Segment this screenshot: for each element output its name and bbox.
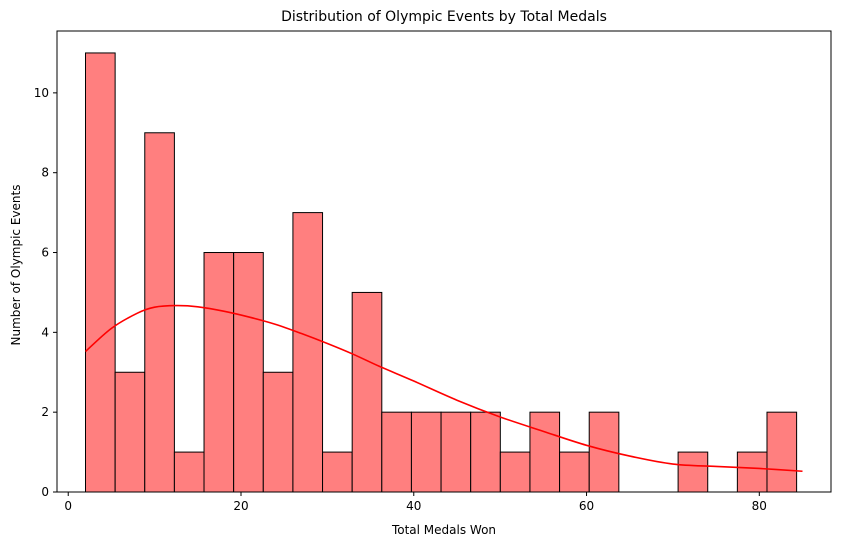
histogram-bar: [292, 212, 324, 493]
bars-layer: [85, 52, 798, 493]
histogram-bar: [766, 411, 798, 493]
histogram-bar: [85, 52, 116, 493]
y-tick-label: 4: [41, 325, 49, 339]
histogram-bar: [499, 451, 531, 493]
histogram-bar: [381, 411, 412, 493]
histogram-bar: [410, 411, 442, 493]
histogram-bar: [233, 252, 264, 493]
histogram-bar: [529, 411, 561, 493]
y-tick-label: 2: [41, 405, 49, 419]
y-tick-label: 6: [41, 246, 49, 260]
histogram-bar: [322, 451, 353, 493]
y-tick-label: 0: [41, 485, 49, 499]
histogram-bar: [559, 451, 590, 493]
y-tick-label: 8: [41, 166, 49, 180]
x-tick-label: 0: [64, 499, 72, 513]
histogram-bar: [144, 132, 175, 493]
histogram-bar: [470, 411, 501, 493]
plot-frame: [56, 30, 832, 493]
x-axis-label: Total Medals Won: [391, 523, 496, 537]
x-tick-label: 60: [579, 499, 594, 513]
histogram-bar: [440, 411, 472, 493]
kde-curve: [84, 304, 803, 473]
y-axis-label: Number of Olympic Events: [9, 185, 23, 346]
histogram-bar: [203, 252, 235, 493]
histogram-bar: [736, 451, 768, 493]
histogram-bar: [114, 371, 146, 493]
x-tick-label: 40: [406, 499, 421, 513]
histogram-bar: [262, 371, 294, 493]
x-tick-label: 20: [233, 499, 248, 513]
ticks: 0 20 40 60 80 0 2 4 6 8 10: [34, 86, 767, 513]
x-tick-label: 80: [752, 499, 767, 513]
histogram-bar: [173, 451, 205, 493]
y-tick-label: 10: [34, 86, 49, 100]
chart-title: Distribution of Olympic Events by Total …: [281, 9, 607, 25]
histogram-bar: [677, 451, 709, 493]
histogram-bar: [351, 291, 383, 493]
axes: [56, 30, 832, 493]
